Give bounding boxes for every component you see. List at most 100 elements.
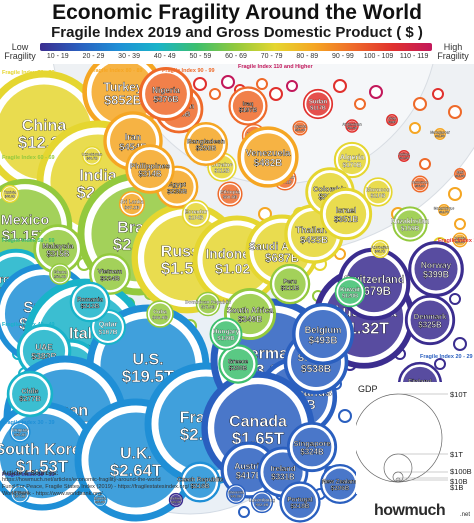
country-label: Portugal bbox=[287, 496, 312, 503]
country-gdp-label: $324B bbox=[300, 448, 324, 457]
country-bubble-fill bbox=[337, 145, 367, 175]
country-label: Malaysia bbox=[42, 241, 74, 250]
gdp-legend-circle bbox=[353, 393, 443, 483]
country-label: Mexico bbox=[1, 213, 50, 229]
country-label: Philippines bbox=[130, 161, 170, 170]
country-bubble-fill bbox=[347, 121, 357, 131]
country-label: Mozambique bbox=[434, 207, 455, 211]
country-bubble-fill bbox=[51, 265, 69, 283]
country-bubble-fill bbox=[284, 486, 316, 518]
group-label: Fragile Index 20 - 29 bbox=[420, 354, 473, 360]
country-label: Qatar bbox=[99, 321, 118, 329]
scale-tick: 50 - 59 bbox=[189, 53, 212, 60]
group-label: Fragile Index 100 - 109 bbox=[438, 238, 474, 244]
country-bubble-fill bbox=[435, 129, 445, 139]
country-gdp-label: $212B bbox=[81, 303, 100, 310]
filler-bubble bbox=[454, 218, 466, 230]
sources-title: Article & Sources: bbox=[2, 470, 59, 477]
filler-bubble bbox=[269, 87, 283, 101]
country-bubble-fill bbox=[121, 193, 143, 215]
country-bubble-fill bbox=[387, 115, 397, 125]
scale-tick: 20 - 29 bbox=[82, 53, 105, 60]
gdp-legend-label: $10T bbox=[450, 390, 468, 399]
country-gdp-label: $87.2B bbox=[125, 205, 141, 210]
country-gdp-label: $58.9B bbox=[54, 275, 67, 279]
filler-bubble bbox=[286, 80, 298, 92]
filler-bubble bbox=[448, 105, 462, 119]
country-label: Ghana bbox=[53, 270, 67, 275]
country-gdp-label: $197B bbox=[239, 107, 258, 114]
country-bubble-fill bbox=[213, 321, 239, 347]
country-label: Bangladesh bbox=[187, 138, 225, 145]
filler-bubble bbox=[434, 358, 446, 370]
country-bubble-fill bbox=[294, 122, 306, 134]
gdp-legend-circles: $10T $1T $100B$10B$1B bbox=[353, 390, 472, 492]
country-bubble-fill bbox=[74, 286, 106, 318]
country-bubble-fill bbox=[84, 148, 100, 164]
country-gdp-label: $110B bbox=[370, 194, 385, 200]
country-gdp-label: $96.9B bbox=[152, 315, 168, 321]
scale-tick: 40 - 49 bbox=[153, 53, 176, 60]
country-label: UAE bbox=[35, 343, 53, 352]
filler-bubble bbox=[193, 77, 207, 91]
country-label: Uzbekistan bbox=[82, 152, 103, 157]
scale-tick: 90 - 99 bbox=[332, 53, 354, 60]
country-gdp-label: $417B bbox=[236, 471, 263, 481]
group-label: Fragile Index 60 - 69 bbox=[2, 155, 55, 161]
page-title: Economic Fragility Around the World bbox=[52, 1, 422, 24]
country-gdp-label: $12.7B bbox=[439, 210, 450, 214]
country-gdp-label: $399B bbox=[423, 269, 449, 279]
country-bubble-fill bbox=[396, 210, 424, 238]
filler-bubble bbox=[449, 293, 461, 305]
country-bubble-fill bbox=[149, 303, 171, 325]
filler-bubble bbox=[448, 187, 462, 201]
country-gdp-label: $852B bbox=[104, 92, 142, 107]
country-bubble-fill bbox=[366, 180, 390, 204]
fragility-color-scale bbox=[40, 43, 432, 51]
country-bubble-fill bbox=[188, 126, 224, 162]
high-fragility-label: High Fragility bbox=[437, 42, 469, 61]
country-bubble-fill bbox=[439, 205, 449, 215]
country-gdp-label: $679B bbox=[357, 286, 391, 298]
scale-tick: 100 - 109 bbox=[363, 53, 394, 60]
country-gdp-label: $159B bbox=[401, 226, 420, 233]
country-label: Denmark bbox=[414, 312, 447, 321]
country-label: Tunisia bbox=[4, 191, 16, 195]
country-bubble-fill bbox=[3, 187, 17, 201]
country-gdp-label: $15.3B bbox=[455, 174, 466, 178]
country-bubble-fill bbox=[145, 73, 187, 115]
country-gdp-label: $80.6B bbox=[223, 195, 238, 200]
country-label: Greece bbox=[228, 359, 249, 365]
country-gdp-label: $315B bbox=[46, 249, 69, 258]
country-label: Chad bbox=[388, 117, 396, 121]
country-label: Azerbaijan bbox=[371, 246, 389, 250]
country-label: Zambia bbox=[454, 237, 466, 241]
country-gdp-label: $376B bbox=[153, 94, 178, 104]
country-bubble-fill bbox=[299, 310, 347, 358]
scale-tick: 10 - 19 bbox=[46, 53, 69, 60]
gdp-legend-label: $100B bbox=[450, 467, 472, 476]
country-label: Mali bbox=[457, 171, 464, 175]
country-gdp-label: $351B bbox=[334, 215, 358, 224]
country-label: South Africa bbox=[227, 306, 274, 315]
filler-bubble bbox=[209, 88, 221, 100]
filler-bubble bbox=[338, 409, 352, 423]
country-bubble-fill bbox=[324, 468, 356, 500]
country-label: Uruguay bbox=[12, 428, 29, 433]
country-gdp-label: $455B bbox=[300, 234, 328, 245]
country-gdp-label: $206B bbox=[331, 485, 350, 492]
country-gdp-label: $167B bbox=[99, 329, 118, 336]
country-gdp-label: $10.5B bbox=[399, 156, 410, 160]
country-bubble-fill bbox=[94, 313, 122, 341]
country-label: Romania bbox=[77, 296, 103, 303]
gdp-legend-label: $10B bbox=[450, 477, 468, 486]
country-label: Madagascar bbox=[430, 131, 450, 135]
country-gdp-label: $218B bbox=[290, 503, 309, 510]
country-label: Ecuador bbox=[185, 210, 208, 216]
group-label: Fragile Index 50 - 59 bbox=[2, 238, 55, 244]
group-label: Fragile Index 110 and Higher bbox=[238, 64, 313, 70]
gdp-legend-title: GDP bbox=[358, 384, 378, 394]
gdp-legend-circle bbox=[396, 479, 400, 483]
country-label: Cuba bbox=[153, 310, 168, 316]
country-label: Ethiopia bbox=[220, 190, 240, 196]
